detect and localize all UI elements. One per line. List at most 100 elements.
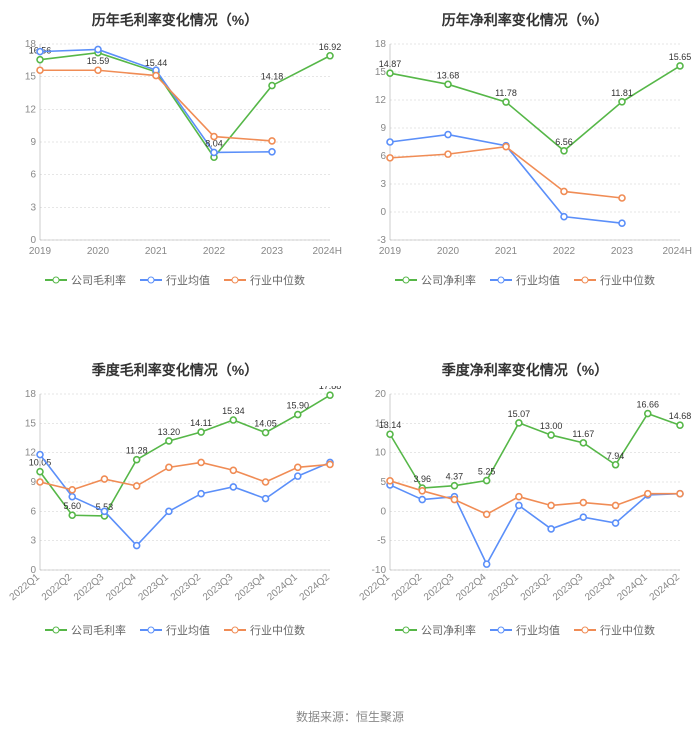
svg-text:13.00: 13.00: [540, 421, 563, 431]
svg-text:2023: 2023: [261, 246, 284, 257]
chart-quarter-net: 季度净利率变化情况（%） -10-5051015202022Q12022Q220…: [350, 350, 700, 700]
svg-text:2023Q4: 2023Q4: [583, 572, 618, 604]
chart-annual-gross: 历年毛利率变化情况（%） 036912151820192020202120222…: [0, 0, 350, 350]
legend-label: 行业中位数: [250, 272, 305, 288]
svg-text:2024Q1: 2024Q1: [265, 572, 300, 604]
svg-text:15.34: 15.34: [222, 406, 245, 416]
svg-text:9: 9: [30, 137, 36, 148]
svg-text:11.67: 11.67: [572, 429, 594, 439]
svg-text:2022: 2022: [553, 246, 576, 257]
svg-text:15.90: 15.90: [287, 401, 310, 411]
legend-label: 公司净利率: [421, 272, 476, 288]
legend-item: 行业中位数: [224, 272, 305, 288]
svg-text:2022Q1: 2022Q1: [8, 572, 42, 604]
legend-item: 行业均值: [140, 272, 210, 288]
source-label: 数据来源：恒生聚源: [0, 700, 700, 737]
plot-area: -30369121518201920202021202220232024H114…: [358, 36, 692, 266]
legend-label: 行业均值: [166, 272, 210, 288]
plot-area: 03691215182022Q12022Q22022Q32022Q42023Q1…: [8, 386, 342, 616]
chart-annual-net: 历年净利率变化情况（%） -30369121518201920202021202…: [350, 0, 700, 350]
legend-item: 行业均值: [490, 622, 560, 638]
legend-label: 行业中位数: [600, 622, 655, 638]
svg-text:11.81: 11.81: [611, 88, 633, 98]
svg-text:13.14: 13.14: [379, 420, 402, 430]
svg-text:2023Q3: 2023Q3: [551, 572, 586, 604]
svg-text:2023: 2023: [611, 246, 634, 257]
chart-title: 季度毛利率变化情况（%）: [8, 360, 342, 380]
svg-text:9: 9: [30, 477, 36, 488]
svg-text:2022Q4: 2022Q4: [104, 572, 139, 604]
svg-text:6: 6: [30, 170, 36, 181]
svg-text:18: 18: [25, 389, 37, 400]
legend-item: 行业中位数: [574, 622, 655, 638]
svg-text:2022Q4: 2022Q4: [454, 572, 489, 604]
svg-text:11.28: 11.28: [126, 446, 148, 456]
svg-text:4.37: 4.37: [446, 472, 464, 482]
svg-text:10: 10: [375, 448, 387, 459]
svg-text:2023Q2: 2023Q2: [169, 572, 204, 604]
svg-text:11.78: 11.78: [495, 88, 517, 98]
svg-text:0: 0: [380, 506, 386, 517]
svg-text:2019: 2019: [379, 246, 402, 257]
svg-text:15.65: 15.65: [669, 52, 692, 62]
svg-text:2024Q1: 2024Q1: [615, 572, 650, 604]
svg-text:15.07: 15.07: [508, 409, 531, 419]
svg-text:2024Q2: 2024Q2: [298, 572, 333, 604]
svg-text:16.92: 16.92: [319, 42, 342, 52]
legend: 公司净利率 行业均值 行业中位数: [358, 272, 692, 288]
legend: 公司净利率 行业均值 行业中位数: [358, 622, 692, 638]
legend-label: 行业均值: [516, 622, 560, 638]
svg-text:2023Q3: 2023Q3: [201, 572, 236, 604]
svg-text:-3: -3: [377, 235, 386, 246]
svg-text:3.96: 3.96: [413, 474, 431, 484]
svg-text:2024H1: 2024H1: [312, 246, 342, 257]
svg-text:14.11: 14.11: [190, 418, 212, 428]
legend-item: 公司净利率: [395, 622, 476, 638]
svg-text:10.05: 10.05: [29, 458, 52, 468]
legend-item: 行业中位数: [574, 272, 655, 288]
legend-item: 行业中位数: [224, 622, 305, 638]
svg-text:5.25: 5.25: [478, 467, 496, 477]
legend-item: 公司毛利率: [45, 272, 126, 288]
svg-text:2021: 2021: [495, 246, 518, 257]
svg-text:5.60: 5.60: [63, 501, 81, 511]
legend-item: 公司净利率: [395, 272, 476, 288]
svg-text:2023Q1: 2023Q1: [136, 572, 171, 604]
legend-label: 公司净利率: [421, 622, 476, 638]
svg-text:15: 15: [25, 418, 37, 429]
legend-label: 公司毛利率: [71, 622, 126, 638]
svg-text:20: 20: [375, 389, 387, 400]
svg-text:2024H1: 2024H1: [662, 246, 692, 257]
svg-text:2023Q2: 2023Q2: [519, 572, 554, 604]
svg-text:2022: 2022: [203, 246, 226, 257]
plot-area: 0369121518201920202021202220232024H116.5…: [8, 36, 342, 266]
svg-text:2022Q1: 2022Q1: [358, 572, 392, 604]
svg-text:16.66: 16.66: [637, 400, 660, 410]
svg-text:6: 6: [380, 151, 386, 162]
svg-text:2022Q2: 2022Q2: [40, 572, 75, 604]
svg-text:2021: 2021: [145, 246, 168, 257]
svg-text:2023Q1: 2023Q1: [486, 572, 521, 604]
svg-text:2020: 2020: [437, 246, 460, 257]
svg-text:2022Q3: 2022Q3: [72, 572, 107, 604]
svg-text:0: 0: [30, 235, 36, 246]
svg-text:12: 12: [25, 104, 37, 115]
svg-text:9: 9: [380, 123, 386, 134]
svg-text:13.20: 13.20: [158, 427, 181, 437]
svg-text:2023Q4: 2023Q4: [233, 572, 268, 604]
legend: 公司毛利率 行业均值 行业中位数: [8, 272, 342, 288]
svg-text:14.05: 14.05: [254, 419, 277, 429]
plot-area: -10-5051015202022Q12022Q22022Q32022Q4202…: [358, 386, 692, 616]
legend: 公司毛利率 行业均值 行业中位数: [8, 622, 342, 638]
svg-text:2020: 2020: [87, 246, 110, 257]
svg-text:13.68: 13.68: [437, 70, 460, 80]
svg-text:15.59: 15.59: [87, 56, 110, 66]
svg-text:5: 5: [380, 477, 386, 488]
svg-text:2022Q2: 2022Q2: [390, 572, 425, 604]
svg-text:3: 3: [380, 179, 386, 190]
svg-text:2022Q3: 2022Q3: [422, 572, 457, 604]
svg-text:3: 3: [30, 202, 36, 213]
legend-label: 行业中位数: [600, 272, 655, 288]
svg-text:14.87: 14.87: [379, 59, 402, 69]
svg-text:0: 0: [380, 207, 386, 218]
